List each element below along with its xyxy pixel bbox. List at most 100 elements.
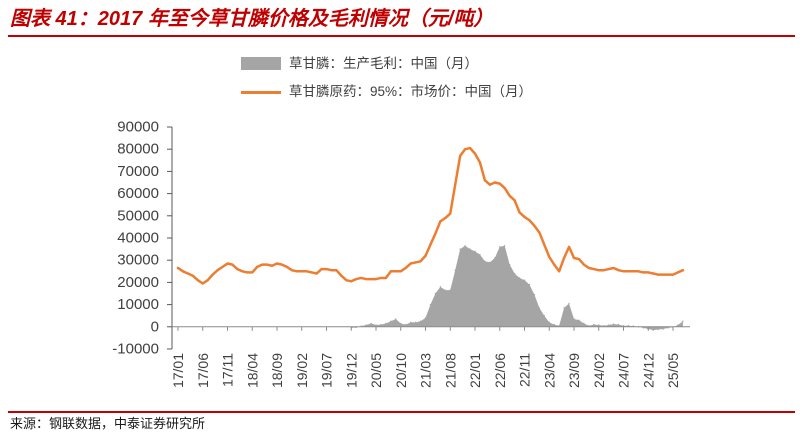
price-point-22-07 (503, 186, 506, 190)
price-point-22-09 (513, 199, 516, 202)
price-point-19-06 (320, 267, 323, 271)
margin-point-23-05 (553, 323, 555, 326)
price-point-18-05 (256, 265, 259, 268)
price-point-21-12 (468, 146, 472, 150)
margin-point-22-06 (499, 246, 501, 248)
price-point-24-08 (627, 270, 630, 273)
margin-point-21-05 (434, 292, 437, 295)
margin-point-21-10 (459, 248, 461, 250)
x-tick-label-25-05: 25/05 (665, 353, 681, 388)
price-point-20-08 (389, 270, 392, 273)
margin-point-21-07 (444, 289, 446, 291)
price-point-22-10 (518, 211, 521, 214)
price-point-23-09 (572, 256, 576, 260)
price-point-24-10 (637, 270, 640, 273)
figure-title: 图表 41：2017 年至今草甘膦价格及毛利情况（元/吨） (10, 8, 494, 30)
price-point-20-01 (355, 277, 358, 281)
margin-area (351, 245, 683, 331)
margin-point-25-01 (652, 329, 654, 331)
margin-point-21-09 (454, 269, 456, 271)
margin-point-23-08 (568, 302, 570, 305)
price-point-25-04 (666, 273, 670, 276)
price-point-23-05 (553, 263, 556, 266)
margin-point-24-05 (612, 323, 615, 325)
margin-point-24-01 (593, 323, 595, 326)
price-point-19-07 (325, 267, 328, 271)
x-tick-label-24-12: 24/12 (640, 353, 656, 388)
legend-swatch-margin (241, 57, 281, 70)
margin-point-20-11 (405, 323, 407, 326)
price-point-20-03 (365, 277, 368, 281)
price-point-21-08 (449, 212, 452, 215)
x-tick-label-20-05: 20/05 (368, 353, 384, 388)
x-tick-label-20-10: 20/10 (393, 353, 409, 388)
title-rule (8, 35, 795, 37)
price-point-23-01 (533, 224, 536, 227)
x-tick-label-24-02: 24/02 (591, 353, 607, 388)
price-point-18-07 (266, 263, 269, 266)
x-tick-label-17-01: 17/01 (170, 353, 186, 388)
price-point-17-06 (201, 282, 204, 285)
x-tick-label-19-07: 19/07 (319, 353, 335, 388)
y-tick-label-0: 0 (151, 318, 159, 335)
y-tick-label-80000: 80000 (117, 141, 159, 158)
margin-point-20-08 (390, 320, 392, 322)
margin-point-23-01 (533, 293, 536, 296)
margin-point-23-10 (578, 319, 580, 321)
margin-point-22-04 (489, 261, 491, 264)
x-tick-label-17-06: 17/06 (195, 353, 211, 388)
margin-point-21-06 (439, 286, 442, 288)
x-axis-tick-labels: 17/01 17/06 17/11 18/04 18/09 19/02 19/07 19/12… (170, 353, 681, 388)
y-tick-label-90000: 90000 (117, 119, 159, 136)
price-point-20-06 (379, 276, 383, 280)
price-point-20-11 (404, 266, 407, 270)
price-point-21-11 (464, 148, 467, 151)
price-point-25-05 (671, 273, 675, 276)
y-tick-label-20000: 20000 (117, 274, 159, 291)
margin-point-22-10 (518, 277, 521, 279)
axes (167, 126, 690, 350)
margin-point-23-09 (573, 318, 575, 320)
price-point-20-02 (360, 276, 363, 280)
margin-point-25-07 (682, 320, 684, 322)
margin-point-24-08 (627, 324, 630, 327)
price-point-19-09 (335, 269, 338, 272)
y-tick-label--10000: -10000 (112, 341, 159, 358)
price-point-24-04 (607, 267, 610, 271)
price-point-17-10 (221, 265, 224, 268)
price-point-23-03 (543, 243, 546, 246)
margin-point-23-04 (548, 321, 550, 324)
y-tick-label-60000: 60000 (117, 185, 159, 202)
price-point-17-05 (196, 279, 199, 282)
margin-point-23-03 (543, 315, 545, 317)
price-point-18-11 (285, 265, 288, 268)
price-point-23-07 (563, 256, 566, 260)
price-point-19-04 (310, 271, 313, 274)
margin-point-23-11 (583, 322, 585, 325)
source-note: 来源：钢联数据，中泰证券研究所 (10, 416, 206, 431)
margin-point-23-07 (563, 307, 565, 309)
margin-point-24-02 (598, 324, 600, 326)
price-point-21-07 (444, 216, 447, 220)
price-point-21-02 (419, 260, 422, 263)
price-point-18-02 (241, 270, 244, 273)
price-point-19-05 (315, 272, 318, 275)
price-point-25-06 (676, 271, 680, 274)
price-point-25-02 (657, 273, 660, 276)
margin-point-24-03 (603, 324, 605, 327)
margin-point-22-01 (474, 250, 476, 253)
x-tick-label-24-07: 24/07 (616, 353, 632, 388)
x-tick-label-22-06: 22/06 (492, 353, 508, 388)
margin-point-25-02 (657, 328, 659, 331)
price-point-20-04 (369, 277, 373, 281)
price-point-25-07 (681, 269, 685, 272)
price-point-23-12 (587, 266, 590, 270)
x-tick-label-22-11: 22/11 (517, 353, 533, 387)
price-point-17-07 (206, 279, 209, 282)
margin-point-22-08 (508, 263, 511, 266)
price-point-24-11 (642, 271, 645, 274)
price-point-20-12 (409, 262, 412, 265)
price-point-18-10 (280, 263, 284, 266)
price-point-17-09 (216, 269, 219, 272)
